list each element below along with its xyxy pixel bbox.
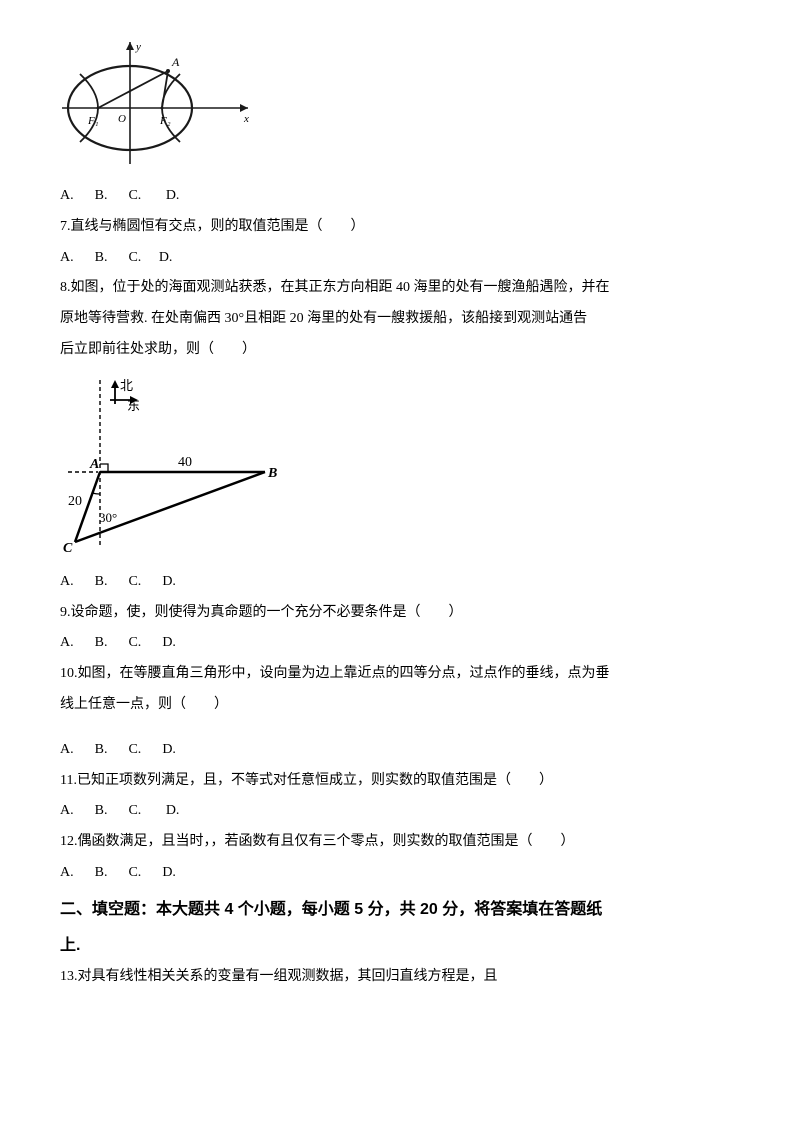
q10-line1: 10.如图，在等腰直角三角形中，设向量为边上靠近点的四等分点，过点作的垂线，点为… <box>60 659 740 690</box>
q11-text: 11.已知正项数列满足，且，不等式对任意恒成立，则实数的取值范围是（ ） <box>60 766 740 797</box>
q12-text: 12.偶函数满足，且当时，，若函数有且仅有三个零点，则实数的取值范围是（ ） <box>60 827 740 858</box>
ellipse-svg: y x O F₁ F₂ A <box>60 36 255 171</box>
q10-line2: 线上任意一点，则（ ） <box>60 690 740 721</box>
section2-heading-line2: 上. <box>60 931 740 961</box>
choice-D: D. <box>166 181 180 212</box>
q7-choices: A. B. C. D. <box>60 243 740 274</box>
choice-B: B. <box>95 858 108 889</box>
label-O: O <box>118 113 126 125</box>
label-B: B <box>267 466 277 481</box>
label-x: x <box>243 113 249 125</box>
choice-A: A. <box>60 735 74 766</box>
choice-C: C. <box>128 243 141 274</box>
q10-choices: A. B. C. D. <box>60 735 740 766</box>
q9-choices: A. B. C. D. <box>60 628 740 659</box>
q8-line1: 8.如图，位于处的海面观测站获悉，在其正东方向相距 40 海里的处有一艘渔船遇险… <box>60 273 740 304</box>
choice-C: C. <box>128 181 141 212</box>
label-20: 20 <box>68 494 82 509</box>
label-C: C <box>63 541 73 556</box>
choice-A: A. <box>60 181 74 212</box>
label-y: y <box>135 41 141 53</box>
figure-ellipse: y x O F₁ F₂ A <box>60 36 740 171</box>
triangle-svg: 北 东 A B C 40 20 30° <box>60 372 285 557</box>
choice-A: A. <box>60 243 74 274</box>
choice-C: C. <box>128 735 141 766</box>
choice-C: C. <box>128 567 141 598</box>
q8-line3: 后立即前往处求助，则（ ） <box>60 335 740 366</box>
q7-text: 7.直线与椭圆恒有交点，则的取值范围是（ ） <box>60 212 740 243</box>
label-F1: F₁ <box>87 115 99 127</box>
q8-line2: 原地等待营救. 在处南偏西 30°且相距 20 海里的处有一艘救援船，该船接到观… <box>60 304 740 335</box>
label-F2: F₂ <box>159 115 171 127</box>
label-A: A <box>89 457 99 472</box>
choice-D: D. <box>162 567 176 598</box>
choice-A: A. <box>60 796 74 827</box>
choice-C: C. <box>128 796 141 827</box>
choice-B: B. <box>95 796 108 827</box>
choice-D: D. <box>162 735 176 766</box>
choice-C: C. <box>128 858 141 889</box>
label-40: 40 <box>178 455 192 470</box>
q13-text: 13.对具有线性相关关系的变量有一组观测数据，其回归直线方程是，且 <box>60 962 740 993</box>
choice-A: A. <box>60 628 74 659</box>
q8-choices: A. B. C. D. <box>60 567 740 598</box>
choice-D: D. <box>159 243 173 274</box>
choice-B: B. <box>95 735 108 766</box>
q6-choices: A. B. C. D. <box>60 181 740 212</box>
label-30: 30° <box>99 510 117 525</box>
choice-D: D. <box>166 796 180 827</box>
q11-choices: A. B. C. D. <box>60 796 740 827</box>
choice-C: C. <box>128 628 141 659</box>
label-east: 东 <box>127 398 140 413</box>
figure-triangle: 北 东 A B C 40 20 30° <box>60 372 740 557</box>
choice-D: D. <box>162 628 176 659</box>
section2-heading-line1: 二、填空题：本大题共 4 个小题，每小题 5 分，共 20 分，将答案填在答题纸 <box>60 895 740 925</box>
choice-A: A. <box>60 858 74 889</box>
choice-B: B. <box>95 628 108 659</box>
choice-A: A. <box>60 567 74 598</box>
choice-B: B. <box>95 243 108 274</box>
q12-choices: A. B. C. D. <box>60 858 740 889</box>
choice-D: D. <box>162 858 176 889</box>
choice-B: B. <box>95 567 108 598</box>
label-north: 北 <box>120 378 133 393</box>
q9-text: 9.设命题，使，则使得为真命题的一个充分不必要条件是（ ） <box>60 598 740 629</box>
q10-figure-gap <box>60 721 740 735</box>
label-A: A <box>171 55 180 69</box>
choice-B: B. <box>95 181 108 212</box>
